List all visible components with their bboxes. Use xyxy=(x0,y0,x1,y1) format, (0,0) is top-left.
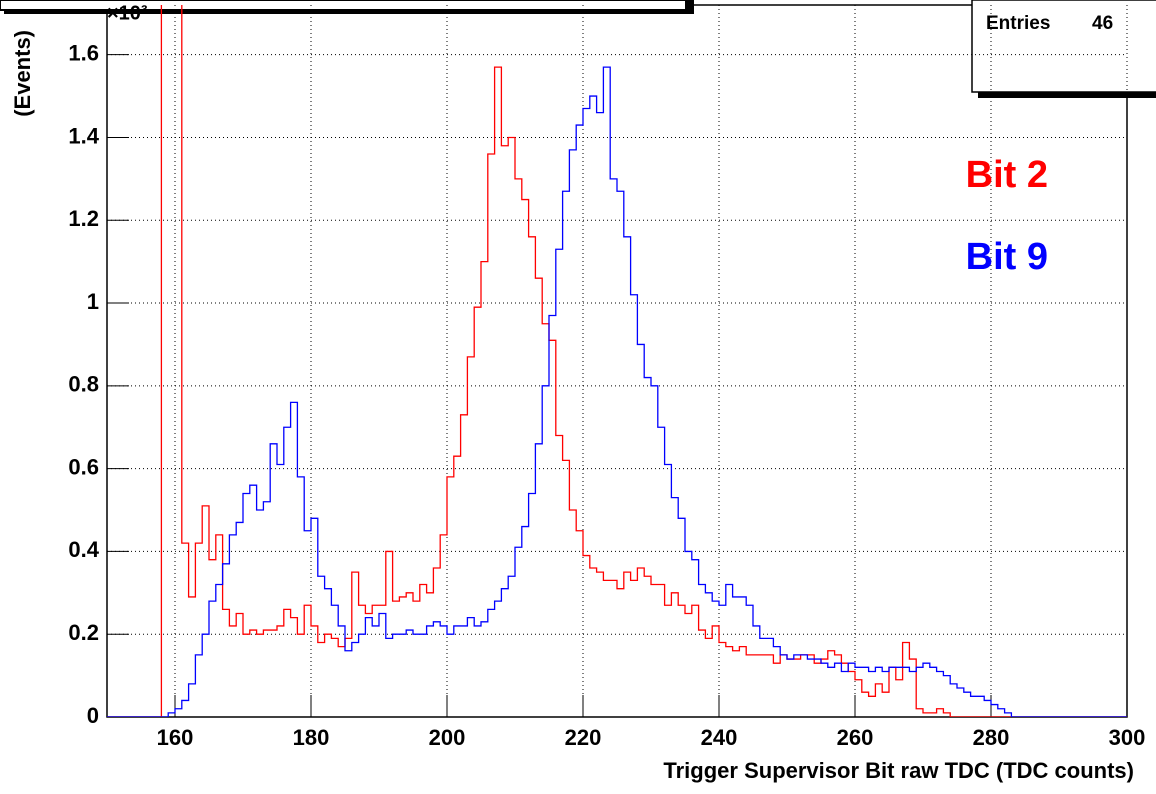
y-tick-label: 0.6 xyxy=(68,454,99,479)
title-box xyxy=(0,0,694,14)
x-tick-label: 180 xyxy=(293,725,330,750)
x-tick-label: 240 xyxy=(701,725,738,750)
y-tick-label: 0.4 xyxy=(68,537,99,562)
y-tick-label: 1.6 xyxy=(68,40,99,65)
x-tick-label: 220 xyxy=(565,725,602,750)
stats-value: 46 xyxy=(1092,13,1113,34)
x-tick-label: 300 xyxy=(1109,725,1146,750)
x-tick-label: 160 xyxy=(157,725,194,750)
histogram-line xyxy=(107,66,1127,717)
x-axis-label: Trigger Supervisor Bit raw TDC (TDC coun… xyxy=(663,758,1134,783)
x-tick-label: 260 xyxy=(837,725,874,750)
y-exponent: ×10³ xyxy=(107,2,148,24)
y-tick-label: 0 xyxy=(87,703,99,728)
x-tick-label: 200 xyxy=(429,725,466,750)
legend-label: Bit 2 xyxy=(966,154,1048,196)
y-tick-label: 1.4 xyxy=(68,123,99,148)
y-tick-label: 1.2 xyxy=(68,206,99,231)
y-tick-label: 0.8 xyxy=(68,372,99,397)
plot-frame xyxy=(106,4,1128,718)
x-tick-label: 280 xyxy=(973,725,1010,750)
y-tick-label: 0.2 xyxy=(68,620,99,645)
series-group xyxy=(107,66,1127,717)
legend-label: Bit 9 xyxy=(966,236,1048,278)
stats-box: Entries 46 xyxy=(971,0,1156,98)
series-group xyxy=(107,5,1127,717)
y-tick-label: 1 xyxy=(87,289,99,314)
y-axis-label: (Events) xyxy=(10,30,35,117)
stats-label: Entries xyxy=(986,13,1050,34)
histogram-line xyxy=(107,5,1127,717)
